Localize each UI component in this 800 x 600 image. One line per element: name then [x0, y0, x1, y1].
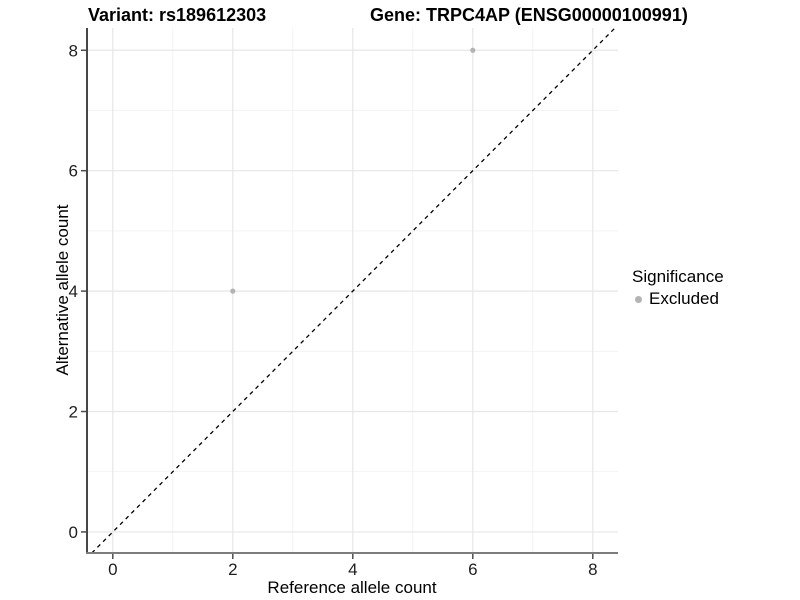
legend-entry-label: Excluded: [649, 289, 719, 308]
excluded-marker-icon: [635, 295, 642, 303]
x-tick-label: 0: [108, 560, 117, 579]
x-tick-label: 8: [588, 560, 597, 579]
y-tick-label: 2: [69, 403, 78, 422]
variant-title: Variant: rs189612303: [88, 5, 267, 25]
y-axis-title: Alternative allele count: [53, 204, 72, 376]
y-tick-label: 6: [69, 162, 78, 181]
y-tick-label: 0: [69, 523, 78, 542]
y-tick-label: 8: [69, 41, 78, 60]
x-tick-label: 4: [348, 560, 357, 579]
legend: Significance Excluded: [632, 267, 724, 309]
legend-entry: Excluded: [632, 289, 724, 309]
legend-title: Significance: [632, 267, 724, 286]
data-point: [230, 288, 236, 294]
x-tick-label: 2: [228, 560, 237, 579]
y-tick-label: 4: [69, 282, 78, 301]
identity-line: [91, 27, 616, 554]
gene-title: Gene: TRPC4AP (ENSG00000100991): [370, 5, 688, 25]
x-tick-label: 6: [468, 560, 477, 579]
data-point: [470, 47, 476, 53]
x-axis-title: Reference allele count: [267, 578, 437, 597]
